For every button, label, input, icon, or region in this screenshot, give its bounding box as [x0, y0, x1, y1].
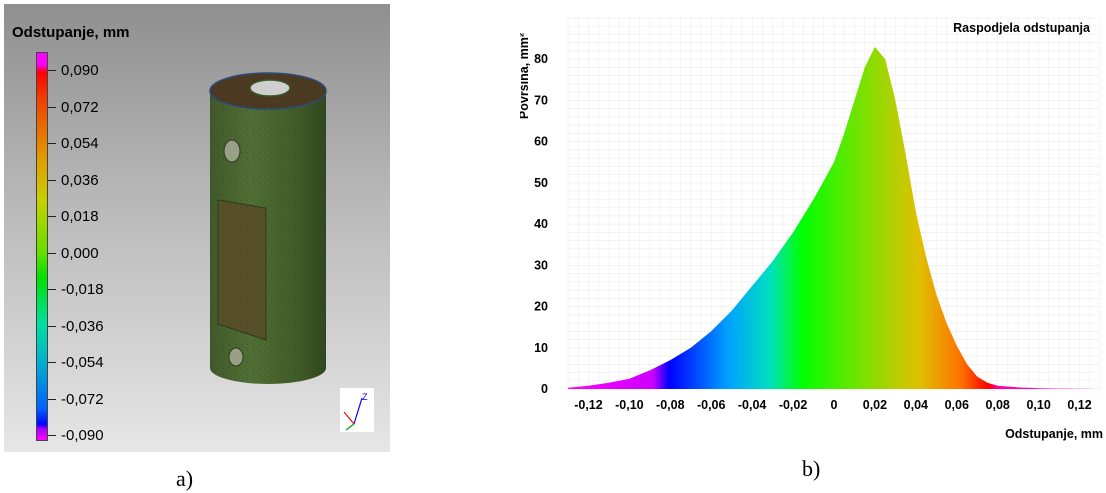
y-tick-label: 80 — [534, 52, 548, 66]
x-axis-label: Odstupanje, mm — [1005, 427, 1103, 441]
y-tick-label: 50 — [534, 176, 548, 190]
color-scale-label: -0,054 — [61, 354, 104, 371]
x-tick-label: -0,10 — [615, 398, 644, 412]
color-scale-tick — [48, 216, 56, 217]
color-scale-label: 0,000 — [61, 244, 99, 262]
color-scale-tick — [48, 435, 56, 436]
y-tick-label: 20 — [534, 300, 548, 314]
color-scale-tick — [48, 289, 56, 290]
color-scale-tick — [48, 143, 56, 144]
color-scale-tick — [48, 70, 56, 71]
y-tick-label: 0 — [541, 382, 548, 396]
deviation-histogram-panel: -0,12 -0,10 -0,08 -0,06 -0,04 -0,02 0 0,02 0,04 0… — [520, 6, 1106, 446]
x-tick-label: -0,04 — [738, 398, 767, 412]
x-tick-label: 0,12 — [1067, 398, 1091, 412]
chart-title: Raspodjela odstupanja — [953, 21, 1091, 35]
x-tick-label: -0,08 — [656, 398, 685, 412]
x-tick-label: -0,02 — [779, 398, 808, 412]
histogram-area — [568, 46, 1100, 390]
color-scale-label: 0,072 — [61, 98, 99, 116]
color-scale-tick — [48, 106, 56, 108]
color-scale-tick — [48, 179, 56, 181]
histogram-chart: -0,12 -0,10 -0,08 -0,06 -0,04 -0,02 0 0,02 0,04 0… — [520, 17, 1103, 441]
x-tick-label: 0,02 — [863, 398, 887, 412]
legend-title: Odstupanje, mm — [12, 24, 130, 41]
color-scale-label: -0,036 — [61, 317, 104, 335]
x-tick-label: 0,10 — [1026, 398, 1050, 412]
x-tick-label: -0,12 — [574, 398, 603, 412]
color-scale-label: 0,018 — [61, 208, 99, 225]
x-tick-label: 0 — [831, 398, 838, 412]
color-scale-tick — [48, 325, 56, 327]
deviation-colormap-panel: Odstupanje, mm 0,090 0,072 0,054 0,036 0,018… — [4, 4, 390, 452]
axis-triad-icon: Z — [340, 388, 374, 432]
color-scale-label: -0,018 — [61, 281, 104, 298]
color-scale-bar — [36, 52, 48, 441]
y-tick-label: 10 — [534, 341, 548, 355]
x-tick-label: 0,06 — [945, 398, 969, 412]
panel-b-label: b) — [802, 456, 821, 481]
y-axis-label: Površina, mm² — [520, 33, 531, 119]
y-tick-label: 70 — [534, 93, 548, 107]
color-scale-tick — [48, 398, 56, 400]
svg-text:Z: Z — [362, 392, 368, 402]
x-tick-label: -0,06 — [697, 398, 726, 412]
color-scale-label: -0,090 — [61, 427, 104, 444]
cylinder-3d-model — [209, 72, 327, 384]
color-scale-tick — [48, 252, 56, 254]
color-scale-label: 0,036 — [61, 171, 99, 189]
y-tick-label: 30 — [534, 258, 548, 272]
y-tick-label: 60 — [534, 135, 548, 149]
panel-a-label: a) — [176, 466, 194, 491]
color-scale-label: 0,090 — [61, 62, 99, 79]
color-scale-label: 0,054 — [61, 135, 99, 152]
x-tick-label: 0,04 — [904, 398, 928, 412]
color-scale-tick — [48, 362, 56, 363]
color-scale-label: -0,072 — [61, 390, 104, 408]
y-tick-label: 40 — [534, 217, 548, 231]
x-tick-label: 0,08 — [986, 398, 1010, 412]
